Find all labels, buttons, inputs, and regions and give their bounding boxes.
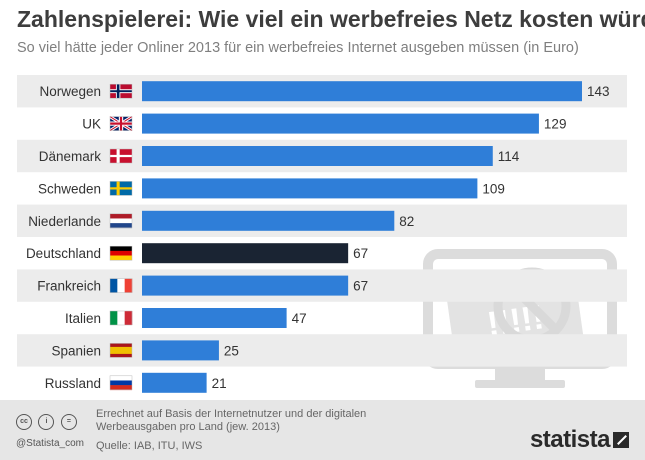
bar [142, 243, 349, 264]
bar [142, 340, 219, 361]
value-label: 114 [498, 149, 520, 164]
value-label: 25 [224, 343, 239, 358]
category-label: Russland [45, 376, 101, 391]
category-label: Norwegen [39, 84, 101, 99]
category-label: Deutschland [26, 246, 101, 261]
bar [142, 372, 207, 393]
chart-subtitle: So viel hätte jeder Onliner 2013 für ein… [17, 40, 579, 56]
value-label: 67 [353, 246, 368, 261]
bar [142, 81, 582, 102]
statista-mark-icon [613, 432, 629, 448]
value-label: 82 [399, 214, 414, 229]
category-label: Schweden [38, 181, 101, 196]
denmark-flag-icon [109, 148, 133, 164]
category-label: UK [82, 117, 101, 132]
category-label: Dänemark [39, 149, 102, 164]
russia-flag-icon [109, 375, 133, 391]
germany-flag-icon [109, 245, 133, 261]
value-label: 67 [353, 279, 368, 294]
value-label: 143 [587, 84, 610, 99]
category-label: Spanien [51, 343, 101, 358]
category-label: Niederlande [28, 214, 101, 229]
attribution-icon: i [38, 414, 55, 430]
netherlands-flag-icon [109, 213, 133, 229]
license-icons: cc i = [16, 410, 79, 430]
value-label: 109 [482, 181, 505, 196]
chart-title: Zahlenspielerei: Wie viel ein werbefreie… [17, 6, 645, 32]
statista-handle: @Statista_com [16, 438, 84, 449]
bar-chart: Norwegen 143 UK 129 Dänemark 114 Schweden 109 Ni… [17, 75, 627, 393]
bar [142, 113, 539, 134]
italy-flag-icon [109, 310, 133, 326]
value-label: 129 [544, 117, 567, 132]
source-line: Quelle: IAB, ITU, IWS [96, 440, 203, 452]
statista-wordmark: statista [529, 426, 611, 453]
category-label: Frankreich [37, 279, 101, 294]
row-band [17, 334, 627, 367]
value-label: 47 [292, 311, 307, 326]
no-derivatives-icon: = [60, 414, 77, 430]
value-label: 21 [212, 376, 227, 391]
bar [142, 210, 395, 231]
category-label: Italien [65, 311, 101, 326]
france-flag-icon [109, 278, 133, 293]
uk-flag-icon [109, 115, 133, 132]
bar [142, 308, 287, 328]
bar [142, 178, 478, 199]
spain-flag-icon [109, 343, 133, 358]
footer: cc i = @Statista_com Errechnet auf Basis… [0, 400, 645, 460]
norway-flag-icon [109, 83, 133, 99]
creative-commons-icon: cc [16, 414, 32, 430]
bar [142, 275, 349, 296]
sweden-flag-icon [109, 181, 133, 196]
statista-logo: statista [530, 426, 629, 454]
methodology-note: Errechnet auf Basis der Internetnutzer u… [96, 408, 367, 433]
bar [142, 146, 493, 166]
